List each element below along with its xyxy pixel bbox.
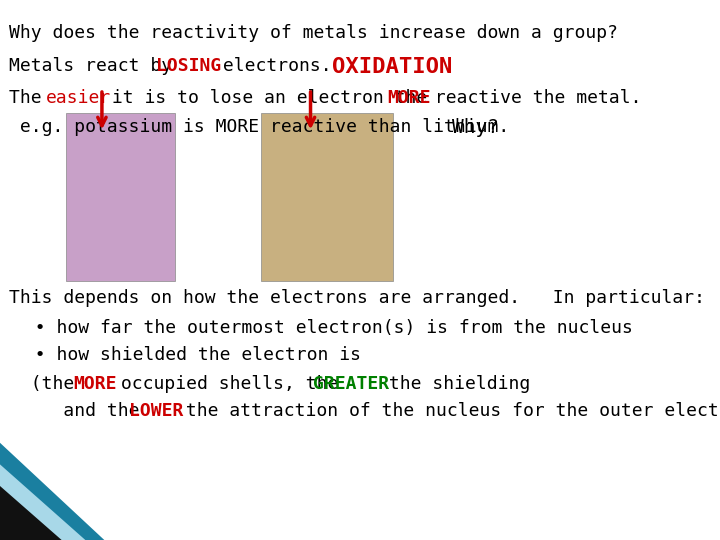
Polygon shape [0,486,62,540]
Text: LOWER: LOWER [129,402,183,420]
FancyBboxPatch shape [66,113,176,281]
Text: OXIDATION: OXIDATION [332,57,452,77]
Text: The: The [9,89,52,107]
Text: Why?: Why? [452,118,499,137]
FancyBboxPatch shape [261,113,394,281]
Text: and the: and the [9,402,150,420]
Text: This depends on how the electrons are arranged.   In particular:: This depends on how the electrons are ar… [9,289,705,307]
Text: GREATER: GREATER [313,375,390,393]
Text: MORE: MORE [73,375,117,393]
Text: LOSING: LOSING [156,57,222,75]
Text: (the: (the [9,375,85,393]
Text: it is to lose an electron the: it is to lose an electron the [101,89,438,107]
Text: Why does the reactivity of metals increase down a group?: Why does the reactivity of metals increa… [9,24,618,42]
Text: the attraction of the nucleus for the outer electrons): the attraction of the nucleus for the ou… [175,402,720,420]
Text: easier: easier [45,89,111,107]
Text: e.g. potassium is MORE reactive than lithium.: e.g. potassium is MORE reactive than lit… [9,118,531,136]
Polygon shape [0,443,104,540]
Text: • how far the outermost electron(s) is from the nucleus: • how far the outermost electron(s) is f… [13,319,633,336]
Text: occupied shells, the: occupied shells, the [110,375,349,393]
Text: Metals react by: Metals react by [9,57,183,75]
Text: electrons.: electrons. [212,57,354,75]
Text: the shielding: the shielding [378,375,531,393]
Text: MORE: MORE [387,89,431,107]
Polygon shape [0,464,86,540]
Text: • how shielded the electron is: • how shielded the electron is [13,346,361,363]
Text: reactive the metal.: reactive the metal. [424,89,642,107]
